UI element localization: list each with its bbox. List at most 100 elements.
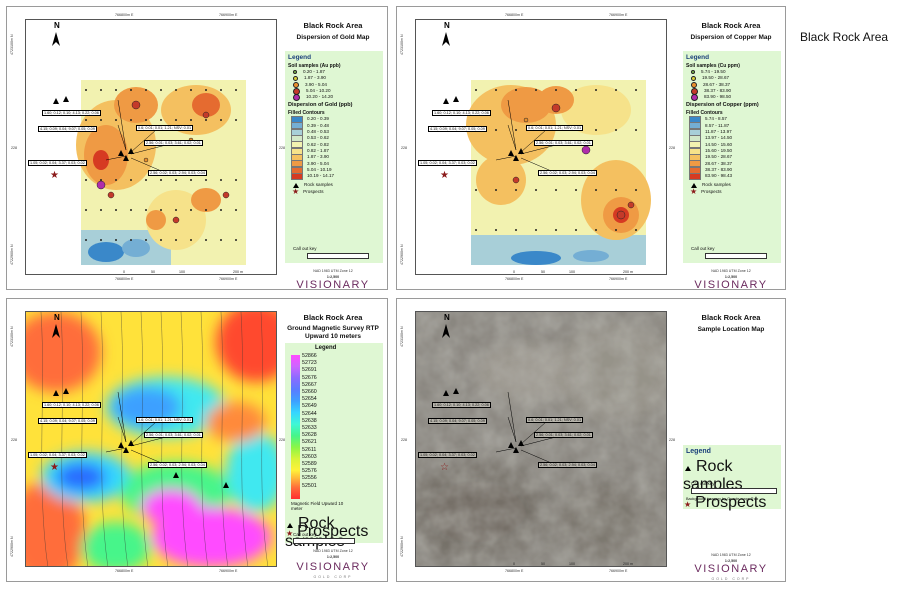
location-map[interactable]: ☆ N 1.60; 0.12; 0.10; 4.13; 0.22; 0.06 4… bbox=[415, 311, 667, 567]
gold-map[interactable]: ★ N 1.60; 0.12; 0.10; 4.13; 0.22; 0.06 4… bbox=[25, 19, 277, 275]
location-legend-title: Legend bbox=[686, 448, 711, 455]
prospect-star-icon: ★ bbox=[684, 500, 692, 509]
magnetic-logo: VISIONARY bbox=[296, 561, 370, 573]
coord-side-upper: 4723100m N bbox=[400, 34, 404, 55]
gold-callout-1: 1.60; 0.12; 0.10; 4.13; 0.22; 0.06 bbox=[42, 110, 101, 116]
magnetic-callout-key-label: Call out key bbox=[293, 532, 317, 537]
magnetic-subtitle: Ground Magnetic Survey RTP Upward 10 met… bbox=[287, 325, 379, 340]
copper-soil-title: Soil samples (Cu ppm) bbox=[686, 63, 740, 69]
location-title: Black Rock Area bbox=[701, 313, 761, 322]
coord-top-left: 766800m E bbox=[115, 13, 134, 17]
location-logo-sub: GOLD CORP bbox=[711, 577, 751, 581]
coord-bottom-right: 766900m E bbox=[219, 569, 238, 573]
sample-location-panel: ☆ N 1.60; 0.12; 0.10; 4.13; 0.22; 0.06 4… bbox=[396, 298, 786, 582]
gold-callout-2: 4.15; 0.09; 0.04; 9.07; 0.05; 0.09 bbox=[38, 126, 97, 132]
gold-sample-grid bbox=[85, 89, 237, 241]
scale-200: 200 m bbox=[623, 562, 633, 566]
gold-prospect-star: ★ bbox=[50, 170, 59, 181]
gold-callout-key-box bbox=[307, 253, 369, 259]
gold-title: Black Rock Area bbox=[303, 21, 363, 30]
copper-callout-5: 1.05; 0.02; 0.04; 3.37; 0.03; 0.02 bbox=[418, 160, 477, 166]
gold-side-panel: Black Rock Area Dispersion of Gold Map L… bbox=[279, 7, 387, 289]
gold-soil-dot bbox=[293, 75, 298, 81]
copper-legend: Legend Soil samples (Cu ppm) 5.74 - 19.5… bbox=[683, 51, 781, 263]
coord-side-lower: 4722900m N bbox=[10, 536, 14, 557]
scale-0: 0 bbox=[513, 270, 515, 274]
scale-100: 100 bbox=[569, 270, 575, 274]
rock-sample-icon bbox=[287, 523, 293, 528]
scale-50: 50 bbox=[151, 270, 155, 274]
copper-callout-6: 2.56; 0.02; 0.03; 2.94; 0.03; 0.04 bbox=[538, 170, 597, 176]
magnetic-map-canvas: ★ N bbox=[26, 312, 276, 566]
magnetic-callout-3: 0.6; 0.01; 0.01; 1.21; NSV; 0.01 bbox=[136, 417, 194, 423]
copper-prospect-star: ★ bbox=[440, 170, 449, 181]
north-arrow-icon bbox=[442, 32, 450, 46]
location-callout-key-box bbox=[691, 488, 777, 494]
copper-nad: NAD 1983 UTM Zone 12 bbox=[711, 269, 751, 273]
coord-mid-left: 228 bbox=[11, 146, 17, 150]
coord-mid-left: 228 bbox=[401, 146, 407, 150]
copper-contour-sub: Filled Contours bbox=[686, 110, 723, 117]
gold-soil-dot bbox=[293, 93, 300, 101]
coord-mid-right: 228 bbox=[279, 146, 285, 150]
gold-soil-row: 1.87 - 3.90 bbox=[291, 75, 383, 81]
copper-side-panel: Black Rock Area Dispersion of Copper Map… bbox=[677, 7, 785, 289]
magnetic-legend-values: 52866 52723 52691 52676 52667 52660 52654 52649… bbox=[302, 353, 317, 489]
north-arrow-icon bbox=[442, 324, 450, 338]
location-prospect-star: ☆ bbox=[440, 462, 449, 473]
magnetic-rock-samples bbox=[53, 388, 229, 488]
magnetic-color-ramp bbox=[291, 355, 300, 499]
coord-top-right: 766900m E bbox=[219, 13, 238, 17]
gold-callout-6: 2.56; 0.02; 0.03; 2.94; 0.03; 0.04 bbox=[148, 170, 207, 176]
rock-sample-icon bbox=[685, 466, 691, 471]
gold-soil-row: 3.90 - 5.04 bbox=[291, 82, 383, 88]
location-callout-2: 4.15; 0.09; 0.04; 9.07; 0.05; 0.09 bbox=[428, 418, 487, 424]
location-subtitle: Sample Location Map bbox=[697, 326, 765, 333]
magnetic-survey-lines bbox=[40, 312, 268, 566]
scale-200: 200 m bbox=[623, 270, 633, 274]
location-callout-6: 2.56; 0.02; 0.03; 2.94; 0.03; 0.04 bbox=[538, 462, 597, 468]
copper-soil-row: 19.50 - 28.67 bbox=[689, 75, 781, 81]
coord-bottom-left: 766800m E bbox=[115, 277, 134, 281]
gold-callout-key-label: Call out key bbox=[293, 246, 317, 251]
scale-50: 50 bbox=[541, 562, 545, 566]
location-callout-5: 1.05; 0.02; 0.04; 3.37; 0.03; 0.02 bbox=[418, 452, 477, 458]
coord-mid-right: 228 bbox=[669, 438, 675, 442]
copper-scale-ratio: 1:2,500 bbox=[724, 275, 738, 279]
rock-sample-icon bbox=[293, 183, 299, 189]
copper-rock-samples bbox=[443, 96, 524, 161]
copper-map[interactable]: ★ N 1.60; 0.12; 0.10; 4.13; 0.22; 0.06 4… bbox=[415, 19, 667, 275]
copper-callout-2: 4.15; 0.09; 0.04; 9.07; 0.05; 0.09 bbox=[428, 126, 487, 132]
magnetic-field-label: Magnetic Field Upward 10 meter bbox=[291, 501, 344, 511]
gold-soil-title: Soil samples (Au ppb) bbox=[288, 63, 341, 69]
location-callout-4: 2.56; 0.01; 0.03; 3.61; 0.02; 0.01 bbox=[534, 432, 593, 438]
scale-100: 100 bbox=[179, 270, 185, 274]
magnetic-map[interactable]: ★ N 1.60; 0.12; 0.10; 4.13; 0.22; 0.06 4… bbox=[25, 311, 277, 567]
prospect-star-icon: ★ bbox=[292, 186, 300, 196]
magnetic-callout-1: 1.60; 0.12; 0.10; 4.13; 0.22; 0.06 bbox=[42, 402, 101, 408]
north-arrow-label: N bbox=[444, 21, 450, 30]
magnetic-callout-5: 1.05; 0.02; 0.04; 3.37; 0.03; 0.02 bbox=[28, 452, 87, 458]
magnetic-callout-6: 2.56; 0.02; 0.03; 2.94; 0.03; 0.04 bbox=[148, 462, 207, 468]
north-arrow-icon bbox=[52, 324, 60, 338]
scale-0: 0 bbox=[123, 270, 125, 274]
coord-bottom-right: 766900m E bbox=[609, 569, 628, 573]
rock-sample-icon bbox=[691, 183, 697, 189]
location-prospect-legend: ★ Prospects bbox=[684, 494, 767, 511]
location-scale-ratio: 1:2,500 bbox=[724, 559, 738, 563]
gold-logo: VISIONARY bbox=[296, 279, 370, 290]
gold-legend-title: Legend bbox=[288, 54, 312, 61]
magnetic-prospect-legend: ★ Prospects bbox=[286, 523, 369, 540]
coord-side-upper: 4723100m N bbox=[10, 34, 14, 55]
coord-top-right: 766900m E bbox=[609, 13, 628, 17]
gold-subtitle: Dispersion of Gold Map bbox=[296, 34, 370, 41]
coord-bottom-right: 766900m E bbox=[609, 277, 628, 281]
copper-soil-row: 83.90 - 98.50 bbox=[689, 93, 781, 101]
magnetic-logo-sub: GOLD CORP bbox=[313, 575, 353, 579]
scale-100: 100 bbox=[569, 562, 575, 566]
coord-mid-right: 228 bbox=[279, 438, 285, 442]
coord-bottom-left: 766800m E bbox=[505, 569, 524, 573]
copper-map-canvas: ★ N bbox=[416, 20, 666, 274]
gold-rock-legend: Rock samples bbox=[291, 182, 383, 189]
coord-top-left: 766800m E bbox=[505, 13, 524, 17]
